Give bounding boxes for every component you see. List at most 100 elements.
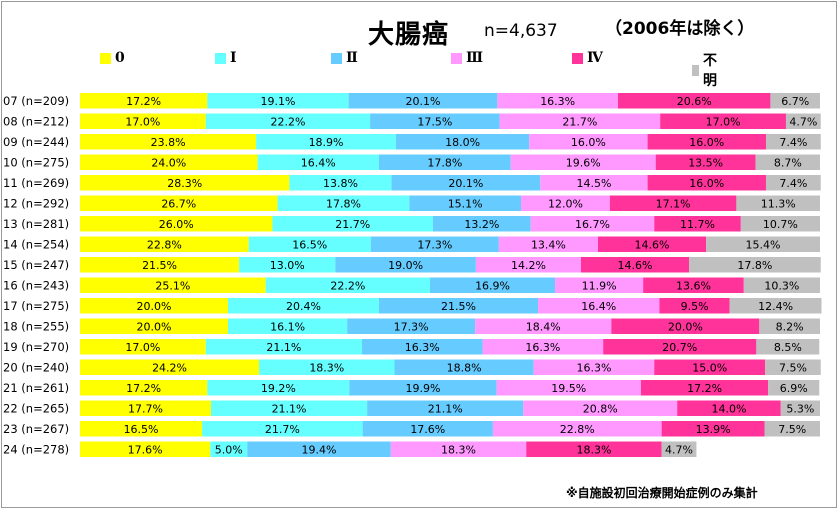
- data-label: 17.6%: [410, 423, 445, 436]
- bar-segment: [80, 400, 211, 416]
- data-label: 15.0%: [692, 361, 727, 374]
- bar-segment: [80, 277, 266, 293]
- bar-segment: [529, 134, 648, 150]
- data-label: 16.9%: [475, 279, 510, 292]
- data-label: 13.9%: [696, 423, 731, 436]
- data-label: 22.8%: [560, 423, 595, 436]
- bar-segment: [80, 195, 278, 211]
- data-label: 21.1%: [272, 402, 307, 415]
- data-label: 10.7%: [763, 218, 798, 231]
- data-label: 12.4%: [758, 300, 793, 313]
- data-label: 4.7%: [789, 115, 817, 128]
- bar-segment: [370, 113, 500, 129]
- bar-segment: [378, 154, 511, 170]
- bar-segment: [80, 441, 211, 457]
- bar-segment: [349, 380, 497, 396]
- legend-label: Ⅳ: [587, 50, 603, 66]
- data-label: 16.1%: [270, 320, 305, 333]
- data-label: 18.3%: [441, 443, 476, 456]
- category-label: 07 (n=209): [3, 94, 69, 108]
- data-label: 14.6%: [635, 238, 670, 251]
- bar-segment: [647, 175, 766, 191]
- data-label: 18.0%: [445, 136, 480, 149]
- bar-segment: [598, 236, 707, 252]
- data-label: 7.4%: [779, 177, 807, 190]
- data-label: 16.0%: [689, 177, 724, 190]
- bar-segment: [361, 339, 483, 355]
- bar-segment: [521, 195, 610, 211]
- data-label: 22.2%: [270, 115, 305, 128]
- data-label: 17.7%: [128, 402, 163, 415]
- data-label: 20.0%: [137, 320, 172, 333]
- bar-segment: [80, 339, 206, 355]
- data-label: 16.3%: [576, 361, 611, 374]
- data-label: 20.6%: [677, 95, 712, 108]
- data-label: 22.2%: [330, 279, 365, 292]
- legend-swatch: [331, 52, 342, 64]
- bar-segment: [80, 134, 257, 150]
- legend-label: 0: [115, 50, 125, 66]
- legend-item-stage-1: Ⅰ: [215, 50, 237, 66]
- data-label: 15.1%: [448, 197, 483, 210]
- category-label: 12 (n=292): [3, 196, 69, 210]
- data-label: 16.3%: [525, 341, 560, 354]
- legend-label: Ⅰ: [230, 50, 237, 66]
- bar-segment: [659, 298, 730, 314]
- data-label: 21.5%: [441, 300, 476, 313]
- data-label: 24.2%: [152, 361, 187, 374]
- data-label: 17.2%: [687, 382, 722, 395]
- category-label: 17 (n=275): [3, 299, 69, 313]
- data-label: 20.7%: [662, 341, 697, 354]
- legend-item-stage-3: Ⅲ: [451, 50, 483, 66]
- data-label: 26.7%: [161, 197, 196, 210]
- bar-segment: [256, 134, 396, 150]
- bar-segment: [394, 359, 534, 375]
- data-label: 13.8%: [323, 177, 358, 190]
- bar-segment: [210, 441, 248, 457]
- bar-segment: [289, 175, 392, 191]
- data-label: 19.4%: [302, 443, 337, 456]
- data-label: 20.0%: [137, 300, 172, 313]
- data-label: 19.9%: [406, 382, 441, 395]
- bar-segment: [756, 339, 820, 355]
- category-label: 11 (n=269): [3, 176, 69, 190]
- bar-segment: [367, 400, 524, 416]
- bar-segment: [492, 421, 662, 437]
- bar-segment: [526, 441, 662, 457]
- bar-segment: [765, 134, 821, 150]
- bar-segment: [533, 359, 655, 375]
- data-label: 13.0%: [270, 259, 305, 272]
- bar-segment: [80, 380, 208, 396]
- data-label: 16.3%: [405, 341, 440, 354]
- data-label: 19.0%: [388, 259, 423, 272]
- bar-segment: [555, 277, 644, 293]
- data-label: 14.6%: [618, 259, 653, 272]
- bar-segment: [347, 318, 476, 334]
- data-label: 16.4%: [581, 300, 616, 313]
- data-label: 24.0%: [151, 156, 186, 169]
- data-label: 7.5%: [778, 423, 806, 436]
- data-label: 8.5%: [774, 341, 802, 354]
- bar-segment: [80, 236, 249, 252]
- data-label: 20.1%: [448, 177, 483, 190]
- bar-segment: [611, 318, 760, 334]
- bar-segment: [759, 318, 820, 334]
- bar-segment: [80, 298, 228, 314]
- bar-segment: [496, 380, 641, 396]
- bar-segment: [736, 195, 820, 211]
- bar-segment: [259, 359, 395, 375]
- data-label: 8.7%: [774, 156, 802, 169]
- data-label: 28.3%: [167, 177, 202, 190]
- bar-segment: [497, 93, 618, 109]
- data-label: 12.0%: [548, 197, 583, 210]
- data-label: 7.4%: [779, 136, 807, 149]
- category-label: 19 (n=270): [3, 340, 69, 354]
- bar-segment: [430, 277, 556, 293]
- data-label: 19.6%: [566, 156, 601, 169]
- legend-swatch: [100, 52, 111, 64]
- bar-segment: [432, 216, 531, 232]
- data-label: 16.5%: [292, 238, 327, 251]
- category-label: 21 (n=261): [3, 381, 69, 395]
- bar-segment: [202, 421, 363, 437]
